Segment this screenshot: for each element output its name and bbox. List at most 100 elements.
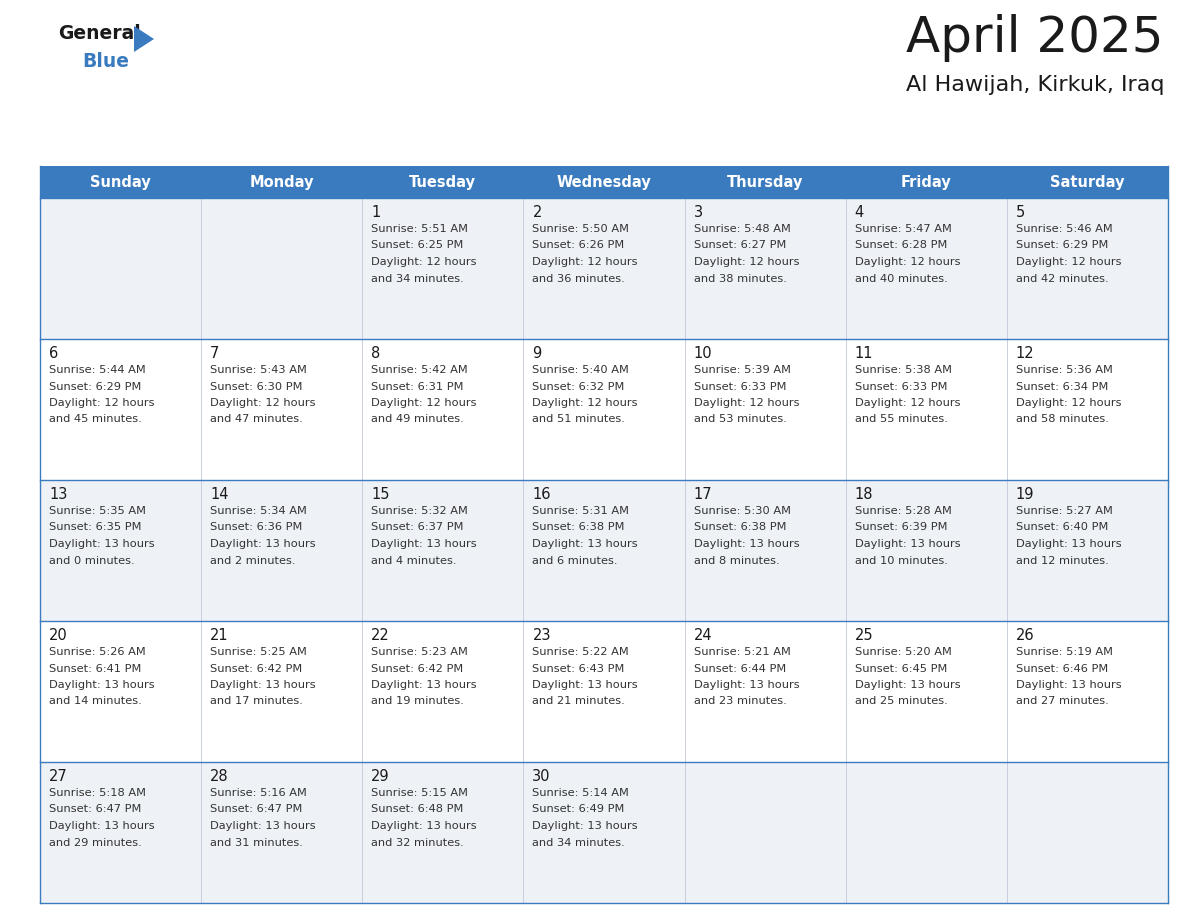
Text: Sunrise: 5:34 AM: Sunrise: 5:34 AM — [210, 506, 307, 516]
Text: 12: 12 — [1016, 346, 1035, 361]
Text: and 42 minutes.: and 42 minutes. — [1016, 274, 1108, 284]
Text: Sunrise: 5:47 AM: Sunrise: 5:47 AM — [854, 224, 952, 234]
Text: Daylight: 13 hours: Daylight: 13 hours — [1016, 680, 1121, 690]
Text: 16: 16 — [532, 487, 551, 502]
Text: Daylight: 12 hours: Daylight: 12 hours — [854, 398, 960, 408]
Text: Daylight: 13 hours: Daylight: 13 hours — [694, 680, 800, 690]
Text: Friday: Friday — [901, 174, 952, 189]
Text: Sunrise: 5:46 AM: Sunrise: 5:46 AM — [1016, 224, 1113, 234]
Text: 20: 20 — [49, 628, 68, 643]
Text: and 45 minutes.: and 45 minutes. — [49, 415, 141, 424]
Text: Daylight: 13 hours: Daylight: 13 hours — [532, 821, 638, 831]
Text: and 53 minutes.: and 53 minutes. — [694, 415, 786, 424]
Bar — [40, 198, 1168, 339]
Text: Daylight: 13 hours: Daylight: 13 hours — [49, 680, 154, 690]
Text: Daylight: 13 hours: Daylight: 13 hours — [210, 539, 316, 549]
Text: Sunset: 6:45 PM: Sunset: 6:45 PM — [854, 664, 947, 674]
Text: Sunset: 6:44 PM: Sunset: 6:44 PM — [694, 664, 785, 674]
Text: Daylight: 12 hours: Daylight: 12 hours — [1016, 257, 1121, 267]
Text: 14: 14 — [210, 487, 228, 502]
Text: 6: 6 — [49, 346, 58, 361]
Text: Blue: Blue — [82, 52, 129, 71]
Text: Sunset: 6:25 PM: Sunset: 6:25 PM — [372, 241, 463, 251]
Text: Sunset: 6:41 PM: Sunset: 6:41 PM — [49, 664, 141, 674]
Text: 2: 2 — [532, 205, 542, 220]
Text: Daylight: 12 hours: Daylight: 12 hours — [1016, 398, 1121, 408]
Text: Sunset: 6:36 PM: Sunset: 6:36 PM — [210, 522, 303, 532]
Text: and 38 minutes.: and 38 minutes. — [694, 274, 786, 284]
Text: Sunrise: 5:21 AM: Sunrise: 5:21 AM — [694, 647, 790, 657]
Text: Daylight: 12 hours: Daylight: 12 hours — [532, 398, 638, 408]
Text: Daylight: 12 hours: Daylight: 12 hours — [694, 257, 800, 267]
Text: Sunrise: 5:22 AM: Sunrise: 5:22 AM — [532, 647, 630, 657]
Text: Sunrise: 5:50 AM: Sunrise: 5:50 AM — [532, 224, 630, 234]
Text: Daylight: 13 hours: Daylight: 13 hours — [210, 821, 316, 831]
Text: Sunset: 6:31 PM: Sunset: 6:31 PM — [372, 382, 463, 391]
Text: and 29 minutes.: and 29 minutes. — [49, 837, 141, 847]
Text: 8: 8 — [372, 346, 380, 361]
Text: 26: 26 — [1016, 628, 1035, 643]
Text: Daylight: 13 hours: Daylight: 13 hours — [532, 680, 638, 690]
Text: Sunrise: 5:43 AM: Sunrise: 5:43 AM — [210, 365, 307, 375]
Text: 23: 23 — [532, 628, 551, 643]
Text: Al Hawijah, Kirkuk, Iraq: Al Hawijah, Kirkuk, Iraq — [905, 75, 1164, 95]
Text: Sunrise: 5:36 AM: Sunrise: 5:36 AM — [1016, 365, 1113, 375]
Text: and 23 minutes.: and 23 minutes. — [694, 697, 786, 707]
Text: Daylight: 12 hours: Daylight: 12 hours — [372, 398, 476, 408]
Text: Saturday: Saturday — [1050, 174, 1125, 189]
Text: Daylight: 12 hours: Daylight: 12 hours — [854, 257, 960, 267]
Text: Daylight: 13 hours: Daylight: 13 hours — [210, 680, 316, 690]
Text: and 4 minutes.: and 4 minutes. — [372, 555, 456, 565]
Text: and 17 minutes.: and 17 minutes. — [210, 697, 303, 707]
Text: Sunset: 6:33 PM: Sunset: 6:33 PM — [694, 382, 786, 391]
Text: Sunset: 6:37 PM: Sunset: 6:37 PM — [372, 522, 463, 532]
Text: Sunset: 6:47 PM: Sunset: 6:47 PM — [210, 804, 303, 814]
Text: Daylight: 12 hours: Daylight: 12 hours — [210, 398, 316, 408]
Text: 19: 19 — [1016, 487, 1035, 502]
Text: Sunrise: 5:16 AM: Sunrise: 5:16 AM — [210, 788, 307, 798]
Text: 10: 10 — [694, 346, 712, 361]
Text: April 2025: April 2025 — [906, 14, 1164, 62]
Text: 7: 7 — [210, 346, 220, 361]
Text: Sunset: 6:26 PM: Sunset: 6:26 PM — [532, 241, 625, 251]
Text: 11: 11 — [854, 346, 873, 361]
Text: 3: 3 — [694, 205, 702, 220]
Text: and 40 minutes.: and 40 minutes. — [854, 274, 948, 284]
Text: Sunrise: 5:23 AM: Sunrise: 5:23 AM — [372, 647, 468, 657]
Text: Sunset: 6:46 PM: Sunset: 6:46 PM — [1016, 664, 1108, 674]
Text: and 12 minutes.: and 12 minutes. — [1016, 555, 1108, 565]
Text: and 19 minutes.: and 19 minutes. — [372, 697, 465, 707]
Bar — [40, 166, 1168, 198]
Bar — [40, 339, 1168, 480]
Text: Daylight: 13 hours: Daylight: 13 hours — [372, 539, 476, 549]
Text: Sunrise: 5:27 AM: Sunrise: 5:27 AM — [1016, 506, 1113, 516]
Text: Sunset: 6:30 PM: Sunset: 6:30 PM — [210, 382, 303, 391]
Text: 13: 13 — [49, 487, 68, 502]
Text: Wednesday: Wednesday — [557, 174, 651, 189]
Text: Sunrise: 5:48 AM: Sunrise: 5:48 AM — [694, 224, 790, 234]
Text: and 6 minutes.: and 6 minutes. — [532, 555, 618, 565]
Text: Sunday: Sunday — [90, 174, 151, 189]
Text: Daylight: 12 hours: Daylight: 12 hours — [694, 398, 800, 408]
Text: Daylight: 12 hours: Daylight: 12 hours — [372, 257, 476, 267]
Text: Daylight: 13 hours: Daylight: 13 hours — [532, 539, 638, 549]
Text: Sunrise: 5:28 AM: Sunrise: 5:28 AM — [854, 506, 952, 516]
Bar — [40, 621, 1168, 762]
Text: Sunrise: 5:31 AM: Sunrise: 5:31 AM — [532, 506, 630, 516]
Text: 1: 1 — [372, 205, 380, 220]
Text: 22: 22 — [372, 628, 390, 643]
Text: 5: 5 — [1016, 205, 1025, 220]
Text: 24: 24 — [694, 628, 712, 643]
Text: Daylight: 13 hours: Daylight: 13 hours — [49, 821, 154, 831]
Text: Sunrise: 5:32 AM: Sunrise: 5:32 AM — [372, 506, 468, 516]
Polygon shape — [134, 26, 154, 52]
Text: Daylight: 13 hours: Daylight: 13 hours — [372, 821, 476, 831]
Text: and 58 minutes.: and 58 minutes. — [1016, 415, 1108, 424]
Text: Sunrise: 5:51 AM: Sunrise: 5:51 AM — [372, 224, 468, 234]
Text: Sunrise: 5:44 AM: Sunrise: 5:44 AM — [49, 365, 146, 375]
Text: 21: 21 — [210, 628, 229, 643]
Text: Sunset: 6:49 PM: Sunset: 6:49 PM — [532, 804, 625, 814]
Text: Sunset: 6:29 PM: Sunset: 6:29 PM — [49, 382, 141, 391]
Text: Sunset: 6:42 PM: Sunset: 6:42 PM — [372, 664, 463, 674]
Text: Sunset: 6:38 PM: Sunset: 6:38 PM — [532, 522, 625, 532]
